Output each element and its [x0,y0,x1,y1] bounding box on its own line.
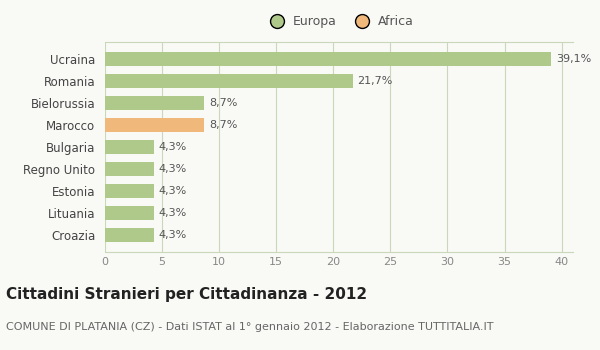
Text: 4,3%: 4,3% [158,186,187,196]
Text: 4,3%: 4,3% [158,142,187,152]
Text: 4,3%: 4,3% [158,164,187,174]
Text: COMUNE DI PLATANIA (CZ) - Dati ISTAT al 1° gennaio 2012 - Elaborazione TUTTITALI: COMUNE DI PLATANIA (CZ) - Dati ISTAT al … [6,322,493,332]
Bar [105,140,154,154]
Text: 8,7%: 8,7% [209,98,237,108]
Bar [105,162,154,176]
Legend: Europa, Africa: Europa, Africa [259,10,419,34]
Bar [105,228,154,243]
Text: 39,1%: 39,1% [556,54,591,64]
Text: 4,3%: 4,3% [158,208,187,218]
Bar [105,96,205,110]
Bar [105,206,154,220]
Text: 4,3%: 4,3% [158,230,187,240]
Text: 8,7%: 8,7% [209,120,237,130]
Bar [105,118,205,132]
Bar [105,184,154,198]
Text: Cittadini Stranieri per Cittadinanza - 2012: Cittadini Stranieri per Cittadinanza - 2… [6,287,367,302]
Bar [105,74,353,88]
Text: 21,7%: 21,7% [357,76,392,86]
Bar [105,51,551,66]
